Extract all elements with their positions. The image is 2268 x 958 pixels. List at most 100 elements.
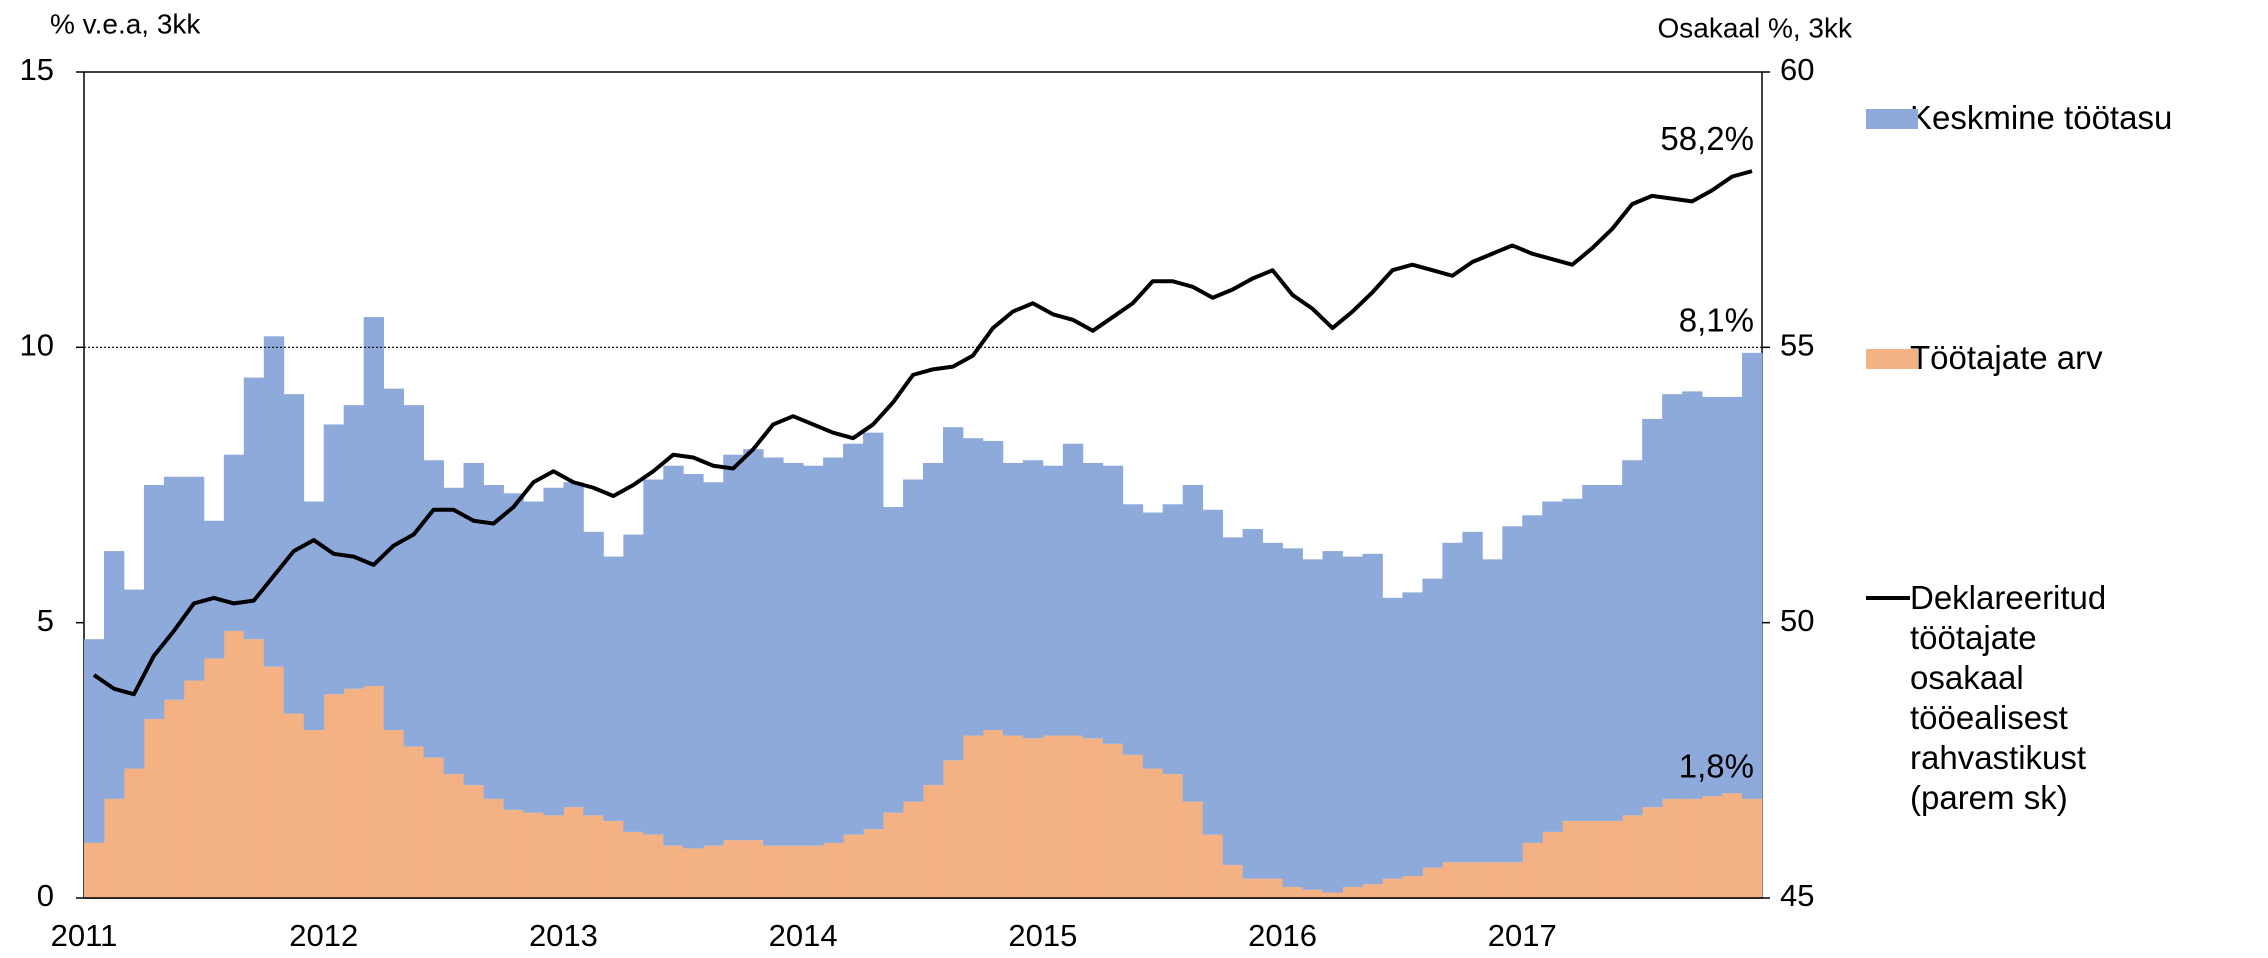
bar: [1122, 504, 1144, 755]
bar: [1402, 592, 1423, 876]
bar: [623, 534, 644, 832]
bar: [443, 774, 464, 898]
bar: [843, 443, 864, 835]
bar: [323, 424, 345, 695]
bar: [463, 462, 484, 786]
bar: [1702, 396, 1723, 797]
bar: [1222, 537, 1244, 865]
bar: [1502, 862, 1523, 898]
bar: [363, 317, 385, 686]
bar: [403, 746, 424, 898]
bar: [1042, 465, 1064, 736]
bar: [763, 457, 784, 846]
bar: [1462, 531, 1483, 863]
bar: [843, 834, 864, 898]
bar: [163, 699, 185, 898]
bar: [783, 462, 804, 846]
bar: [1702, 796, 1723, 898]
legend-label: Töötajate arv: [1910, 339, 2103, 376]
bar: [443, 487, 464, 775]
bar: [1302, 559, 1323, 890]
bar: [243, 377, 265, 640]
bar: [1542, 831, 1563, 898]
bar: [263, 666, 285, 898]
bar: [1642, 418, 1663, 808]
line: [92, 169, 1753, 697]
bar: [223, 630, 245, 898]
bar: [163, 476, 185, 700]
bar: [923, 785, 944, 898]
bar: [723, 840, 744, 898]
bar: [84, 842, 105, 898]
bar: [1202, 509, 1224, 835]
bar: [1482, 559, 1503, 863]
legend-item: Keskmine töötasu: [1858, 98, 2250, 138]
bar: [923, 462, 944, 786]
y-axis-label: % v.e.a, 3kk: [50, 8, 201, 39]
bar: [1022, 738, 1044, 898]
bar: [1062, 443, 1084, 736]
bar: [583, 815, 604, 898]
bar: [1082, 462, 1104, 739]
bar: [783, 845, 804, 898]
bar: [1102, 465, 1124, 744]
bar: [203, 520, 225, 659]
bar: [383, 730, 405, 898]
legend-swatch: [1858, 578, 1910, 618]
data-label: 8,1%: [1679, 302, 1754, 339]
x-tick-label: 2012: [289, 918, 358, 953]
bar: [1162, 504, 1184, 775]
bar: [1682, 798, 1703, 898]
bar: [103, 551, 125, 799]
bar: [1182, 801, 1204, 898]
x-tick-label: 2014: [769, 918, 838, 953]
bar: [1342, 886, 1363, 898]
bar: [1742, 798, 1763, 898]
legend-swatch: [1858, 98, 1918, 138]
y2-axis-label: Osakaal %, 3kk: [1657, 12, 1853, 43]
bar: [603, 556, 624, 821]
bar: [663, 845, 684, 898]
legend-item: Deklareeritud töötajate osakaal tööealis…: [1858, 578, 2107, 818]
bar: [1722, 396, 1743, 794]
bar: [863, 432, 884, 830]
bar: [723, 454, 744, 841]
bar: [143, 485, 165, 720]
bar: [603, 820, 624, 898]
bar: [483, 798, 504, 898]
bar: [883, 507, 904, 813]
bar: [1282, 886, 1303, 898]
bar: [1122, 754, 1144, 898]
bar: [563, 807, 584, 898]
data-label: 1,8%: [1679, 748, 1754, 785]
bar: [1382, 878, 1403, 898]
bar: [423, 757, 444, 898]
y2-tick-label: 45: [1780, 878, 1814, 913]
bar: [143, 719, 165, 898]
bar: [1202, 834, 1224, 898]
bar: [883, 812, 904, 898]
bar: [1082, 738, 1104, 898]
bar: [643, 479, 664, 835]
bar: [703, 482, 724, 846]
bar: [623, 831, 644, 898]
y-tick-label: 0: [37, 878, 54, 913]
bar: [1282, 548, 1303, 887]
bar: [1662, 394, 1683, 799]
legend-label: Deklareeritud töötajate osakaal tööealis…: [1910, 579, 2107, 816]
bar: [323, 694, 345, 898]
x-tick-label: 2016: [1248, 918, 1317, 953]
bar: [643, 834, 664, 898]
bar: [1402, 875, 1423, 898]
bar: [942, 427, 964, 761]
bar: [1442, 542, 1463, 863]
bar: [763, 845, 784, 898]
bar: [403, 405, 424, 747]
bar: [1362, 553, 1383, 885]
bar: [1482, 862, 1503, 898]
bar: [483, 485, 504, 799]
bar: [343, 405, 365, 689]
bar: [223, 454, 245, 631]
